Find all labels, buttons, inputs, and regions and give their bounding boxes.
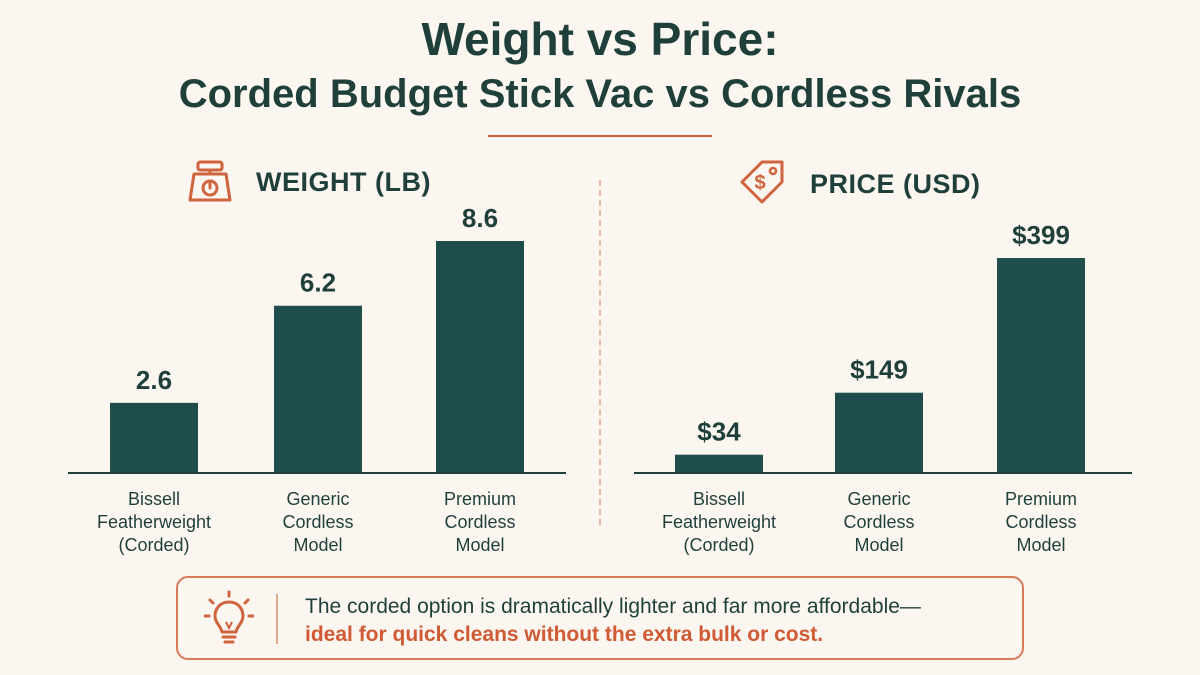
weight-category-label-1-line-2: Model <box>293 535 342 555</box>
weight-value-label-1: 6.2 <box>300 268 336 298</box>
insight-callout: The corded option is dramatically lighte… <box>176 576 1024 660</box>
price-category-label-0-line-0: Bissell <box>693 489 745 509</box>
panel-divider <box>599 180 601 525</box>
price-category-label-2-line-2: Model <box>1016 535 1065 555</box>
weight-bar-2 <box>436 241 524 473</box>
price-category-label-2-line-0: Premium <box>1005 489 1077 509</box>
price-bar-0 <box>675 454 763 473</box>
price-panel-header: $ PRICE (USD) <box>736 156 981 213</box>
price-chart-title: PRICE (USD) <box>810 169 981 199</box>
price-category-label-1-line-2: Model <box>854 535 903 555</box>
title-underline <box>488 135 712 137</box>
weight-bar-0 <box>110 402 198 473</box>
callout-text-line-1: The corded option is dramatically lighte… <box>305 595 921 618</box>
chart-title-line-1: Weight vs Price: <box>421 13 779 65</box>
weight-category-label-2-line-1: Cordless <box>444 512 515 532</box>
scale-icon <box>186 156 234 209</box>
weight-bar-1 <box>274 305 362 473</box>
weight-panel-header: WEIGHT (LB) <box>186 156 431 209</box>
weight-value-label-2: 8.6 <box>462 203 498 233</box>
price-category-label-0-line-1: Featherweight <box>662 512 776 532</box>
weight-category-label-0-line-2: (Corded) <box>118 535 189 555</box>
price-value-label-0: $34 <box>697 417 741 447</box>
price-category-label-1-line-0: Generic <box>847 489 910 509</box>
weight-category-label-1-line-0: Generic <box>286 489 349 509</box>
lightbulb-icon <box>203 590 255 655</box>
price-category-label-0-line-2: (Corded) <box>683 535 754 555</box>
weight-value-label-0: 2.6 <box>136 365 172 395</box>
weight-category-label-2-line-2: Model <box>455 535 504 555</box>
weight-category-label-0-line-1: Featherweight <box>97 512 211 532</box>
price-category-label-2-line-1: Cordless <box>1005 512 1076 532</box>
svg-text:$: $ <box>754 172 765 194</box>
price-value-label-2: $399 <box>1012 220 1070 250</box>
price-tag-icon: $ <box>736 156 788 213</box>
callout-separator <box>276 594 278 644</box>
weight-category-label-1-line-1: Cordless <box>282 512 353 532</box>
weight-category-label-2-line-0: Premium <box>444 489 516 509</box>
chart-title-line-2: Corded Budget Stick Vac vs Cordless Riva… <box>178 72 1022 116</box>
callout-text-line-2: ideal for quick cleans without the extra… <box>305 623 824 646</box>
weight-chart-title: WEIGHT (LB) <box>256 167 431 197</box>
price-bar-2 <box>997 258 1085 473</box>
price-bar-1 <box>835 392 923 473</box>
price-value-label-1: $149 <box>850 355 908 385</box>
weight-category-label-0-line-0: Bissell <box>128 489 180 509</box>
price-category-label-1-line-1: Cordless <box>843 512 914 532</box>
